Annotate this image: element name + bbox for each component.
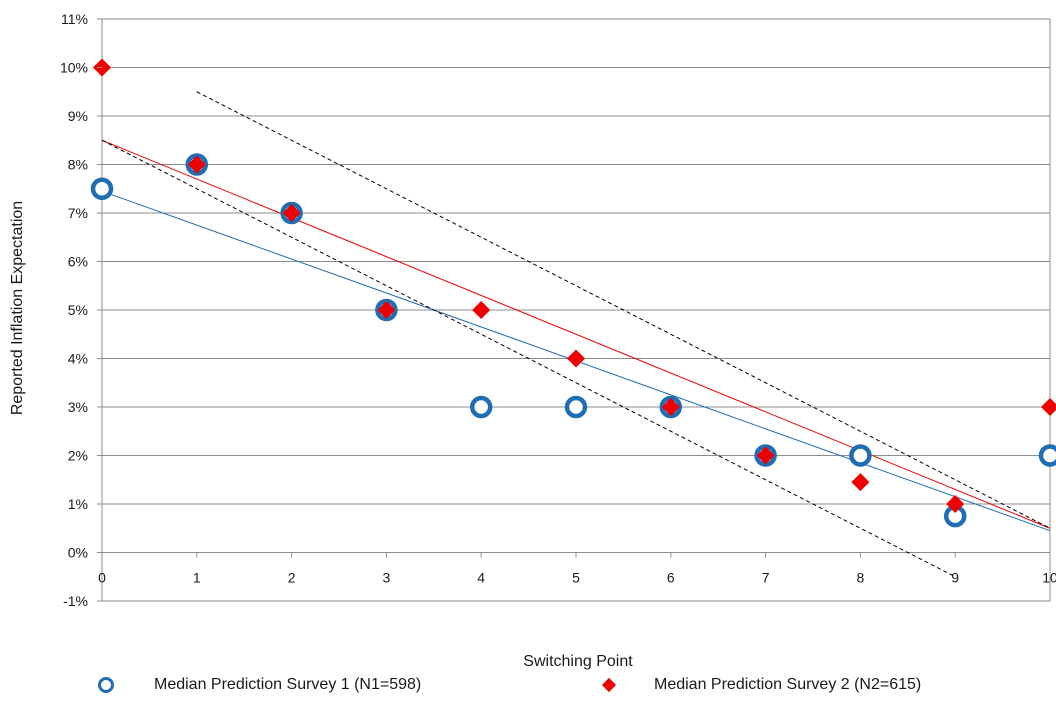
dashed-bound-line	[196, 91, 1051, 529]
survey-2-point	[1041, 398, 1056, 416]
y-tick-label: 3%	[68, 399, 88, 415]
y-tick-label: 4%	[68, 351, 88, 367]
x-tick-label: 6	[667, 570, 675, 586]
survey-2-point	[851, 473, 870, 492]
y-tick-label: 11%	[61, 11, 88, 27]
x-axis-title: Switching Point	[523, 653, 633, 670]
x-tick-label: 8	[857, 570, 865, 586]
legend: Median Prediction Survey 1 (N1=598) Medi…	[0, 676, 1056, 700]
legend-diamond-marker	[601, 677, 617, 693]
survey-2-point	[567, 349, 585, 368]
y-axis-title: Reported Inflation Expectation	[9, 201, 26, 415]
x-tick-label: 0	[98, 570, 106, 586]
x-tick-label: 5	[572, 570, 580, 586]
x-tick-label: 4	[477, 570, 485, 586]
survey-2-point	[661, 398, 680, 416]
x-tick-label: 10	[1042, 570, 1056, 586]
survey-1-point	[1038, 444, 1056, 467]
survey-1-point	[849, 444, 872, 467]
survey-1-point	[90, 177, 114, 200]
y-tick-label: 6%	[68, 254, 88, 270]
x-tick-label: 2	[288, 570, 296, 586]
survey-2-point	[756, 446, 775, 465]
survey-2-point	[377, 301, 396, 319]
y-tick-label: 5%	[68, 302, 88, 318]
chart: -1% 0% 1% 2% 3% 4% 5% 6% 7% 8% 9% 10% 11% 0 1 2 3 4 5 6 7 8 9…	[9, 11, 1056, 670]
survey-1-point	[564, 395, 588, 419]
dashed-bound-line	[101, 139, 956, 578]
y-tick-label: 9%	[68, 108, 88, 124]
data-series	[90, 58, 1056, 528]
legend-item-survey-2: Median Prediction Survey 2 (N2=615)	[601, 676, 922, 694]
x-tick-label: 3	[383, 570, 391, 586]
legend-item-survey-1: Median Prediction Survey 1 (N1=598)	[98, 676, 421, 694]
x-axis-ticks: 0 1 2 3 4 5 6 7 8 9 10	[98, 552, 1056, 586]
y-tick-label: -1%	[63, 593, 88, 609]
y-tick-label: 7%	[68, 205, 88, 221]
survey-1-point	[469, 395, 493, 419]
legend-label-survey-2: Median Prediction Survey 2 (N2=615)	[654, 676, 922, 693]
y-tick-label: 8%	[68, 157, 88, 173]
survey-2-point	[282, 204, 301, 222]
trendline	[101, 139, 1051, 529]
legend-circle-marker	[98, 677, 114, 693]
grid-lines	[102, 18, 1050, 602]
survey-2-point	[187, 155, 206, 174]
y-axis-ticks: -1% 0% 1% 2% 3% 4% 5% 6% 7% 8% 9% 10% 11%	[60, 11, 102, 609]
survey-2-point	[946, 495, 965, 513]
legend-label-survey-1: Median Prediction Survey 1 (N1=598)	[154, 676, 422, 693]
y-tick-label: 1%	[68, 496, 88, 512]
x-tick-label: 7	[762, 570, 770, 586]
y-tick-label: 0%	[68, 545, 88, 561]
survey-2-point	[472, 301, 491, 319]
y-tick-label: 2%	[68, 448, 88, 464]
y-tick-label: 10%	[60, 60, 88, 76]
x-tick-label: 9	[951, 570, 959, 586]
x-tick-label: 1	[193, 570, 201, 586]
